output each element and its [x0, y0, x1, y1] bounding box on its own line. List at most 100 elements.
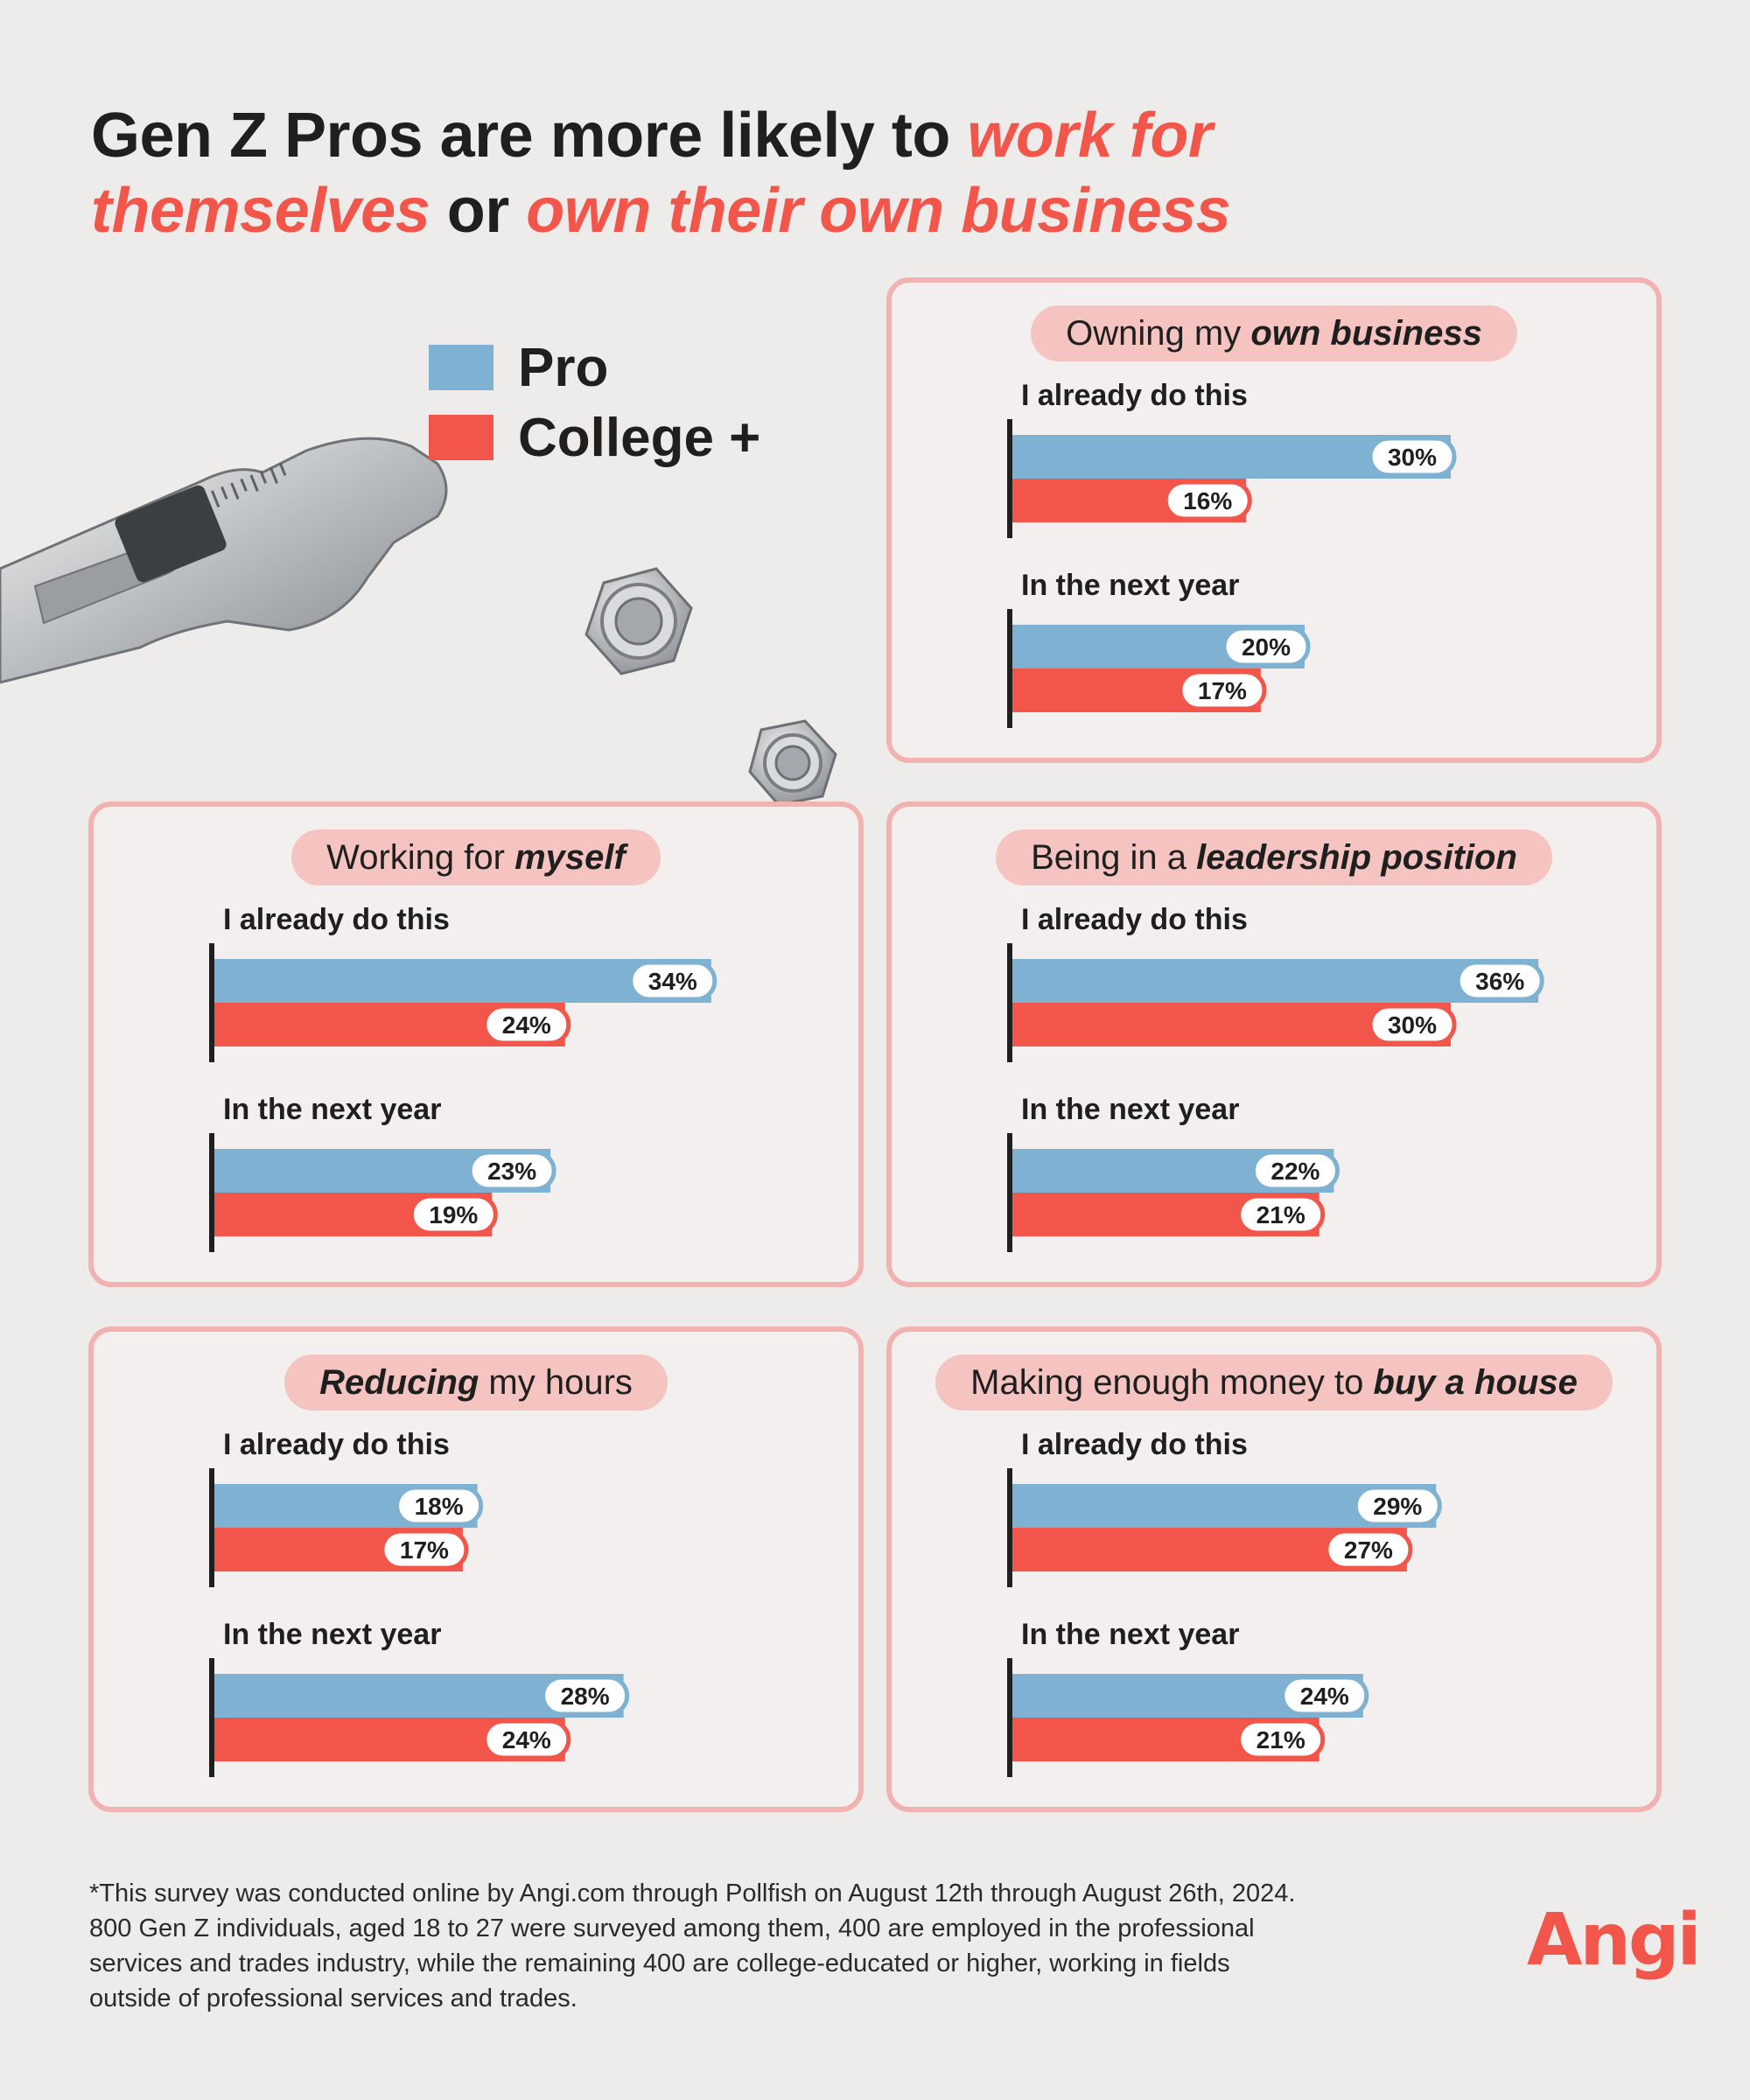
bar-axis-line: [1007, 1468, 1012, 1587]
panel-leadership-position: Being in a leadership position I already …: [886, 802, 1662, 1287]
panel-title-text: Working for: [326, 838, 515, 877]
bar-axis-line: [1007, 943, 1012, 1062]
data-label-pro: 28%: [561, 1683, 610, 1710]
bar-axis-line: [1007, 1658, 1012, 1777]
group-label: I already do this: [223, 1428, 450, 1461]
data-label-pill-college: [1236, 1718, 1326, 1760]
data-label-pill-pro: [395, 1485, 484, 1527]
bar-axis-line: [1007, 1133, 1012, 1252]
bar-group: 18% 17%: [209, 1468, 484, 1587]
panel-working-for-myself: Working for myself I already do this 34% 24…: [88, 802, 864, 1287]
panel-title: Making enough money to buy a house: [892, 1354, 1656, 1410]
panel-reducing-hours: Reducing my hours I already do this 18% 17%…: [88, 1326, 864, 1812]
data-label-pill-pro: [1280, 1675, 1369, 1717]
group-label: In the next year: [1021, 1618, 1240, 1651]
bar-group: 28% 24%: [209, 1658, 630, 1777]
data-label-college: 17%: [1198, 677, 1247, 704]
bar-axis-line: [209, 1658, 214, 1777]
panel-title-pill: Being in a leadership position: [996, 830, 1552, 886]
bar-group: 34% 24%: [209, 943, 718, 1062]
bar-group: 24% 21%: [1007, 1658, 1369, 1777]
bar-pro: [214, 959, 711, 1003]
data-label-pill-college: [409, 1194, 498, 1236]
data-label-pill-pro: [467, 1150, 556, 1192]
panel-title-text: Being in a: [1031, 838, 1197, 877]
panel-title: Being in a leadership position: [892, 830, 1656, 886]
bar-axis-line: [1007, 419, 1012, 538]
hex-nut-large-icon: [584, 567, 693, 676]
legend-label-pro: Pro: [518, 337, 609, 398]
data-label-pro: 30%: [1388, 444, 1437, 471]
data-label-pro: 22%: [1270, 1158, 1320, 1185]
data-label-college: 21%: [1256, 1201, 1306, 1228]
panel-title-text: Making enough money to: [970, 1363, 1374, 1402]
bar-axis-line: [1007, 609, 1012, 728]
panel-own-business: Owning my own business I already do this 3…: [886, 277, 1662, 763]
panel-title: Owning my own business: [892, 305, 1656, 361]
data-label-pro: 24%: [1300, 1683, 1349, 1710]
data-label-pill-college: [380, 1529, 469, 1571]
headline-part-2: or: [430, 176, 527, 246]
data-label-pro: 34%: [648, 968, 697, 995]
bar-group: 23% 19%: [209, 1133, 556, 1252]
legend-swatch-pro: [429, 345, 494, 390]
panel-title-pill: Making enough money to buy a house: [935, 1354, 1613, 1410]
panel-title: Reducing my hours: [94, 1354, 858, 1410]
data-label-pro: 29%: [1373, 1493, 1422, 1520]
panel-title-pill: Working for myself: [291, 830, 661, 886]
data-label-pill-college: [482, 1718, 571, 1760]
bar-group: 36% 30%: [1007, 943, 1544, 1062]
group-label: I already do this: [1021, 1428, 1248, 1461]
hex-nut-small-icon: [748, 719, 837, 807]
data-label-pill-pro: [1250, 1150, 1340, 1192]
bar-axis-line: [209, 943, 214, 1062]
footnote-line: outside of professional services and tra…: [89, 1984, 578, 2012]
panel-title-text: myself: [514, 838, 626, 877]
data-label-college: 19%: [429, 1201, 478, 1228]
data-label-pill-college: [1178, 669, 1267, 711]
wrench-and-nuts-illustration: [0, 437, 837, 807]
data-label-pill-pro: [1368, 436, 1457, 478]
data-label-pill-college: [1368, 1004, 1457, 1046]
bar-group: 29% 27%: [1007, 1468, 1442, 1587]
panel-title-text: my hours: [479, 1363, 633, 1402]
data-label-pill-college: [1324, 1529, 1413, 1571]
panel-title-text: buy a house: [1373, 1363, 1578, 1402]
bar-axis-line: [209, 1133, 214, 1252]
panel-title-pill: Reducing my hours: [284, 1354, 668, 1410]
group-label: I already do this: [1021, 379, 1248, 412]
data-label-college: 17%: [400, 1536, 449, 1564]
data-label-pro: 23%: [487, 1158, 536, 1185]
legend-item-college: College +: [429, 402, 760, 472]
data-label-pill-pro: [628, 960, 718, 1002]
legend-swatch-college: [429, 415, 494, 460]
headline-part-1: Gen Z Pros are more likely to: [91, 101, 968, 171]
data-label-pro: 20%: [1242, 634, 1291, 661]
bar-axis-line: [209, 1468, 214, 1587]
data-label-pro: 18%: [415, 1493, 464, 1520]
panel-title-text: Owning my: [1066, 314, 1251, 353]
data-label-pill-pro: [1222, 626, 1311, 668]
wrench-icon: [0, 437, 448, 684]
data-label-pro: 36%: [1475, 968, 1524, 995]
group-label: I already do this: [1021, 903, 1248, 936]
data-label-college: 21%: [1256, 1726, 1306, 1754]
panel-title-pill: Owning my own business: [1031, 305, 1517, 361]
group-label: In the next year: [1021, 569, 1240, 602]
data-label-college: 27%: [1344, 1536, 1393, 1564]
bar-group: 20% 17%: [1007, 609, 1311, 728]
data-label-college: 16%: [1183, 487, 1232, 514]
footnote-line: services and trades industry, while the …: [89, 1950, 1230, 1978]
bar-group: 30% 16%: [1007, 419, 1457, 538]
footnote-line: *This survey was conducted online by Ang…: [89, 1880, 1296, 1908]
panel-title-text: leadership position: [1196, 838, 1517, 877]
panel-title-text: Reducing: [319, 1363, 480, 1402]
legend-item-pro: Pro: [429, 332, 760, 402]
group-label: In the next year: [1021, 1093, 1240, 1126]
bar-pro: [1012, 959, 1539, 1003]
footnote-line: 800 Gen Z individuals, aged 18 to 27 wer…: [89, 1914, 1255, 1942]
data-label-pill-pro: [541, 1675, 630, 1717]
legend: Pro College +: [429, 332, 760, 472]
group-label: In the next year: [223, 1618, 442, 1651]
